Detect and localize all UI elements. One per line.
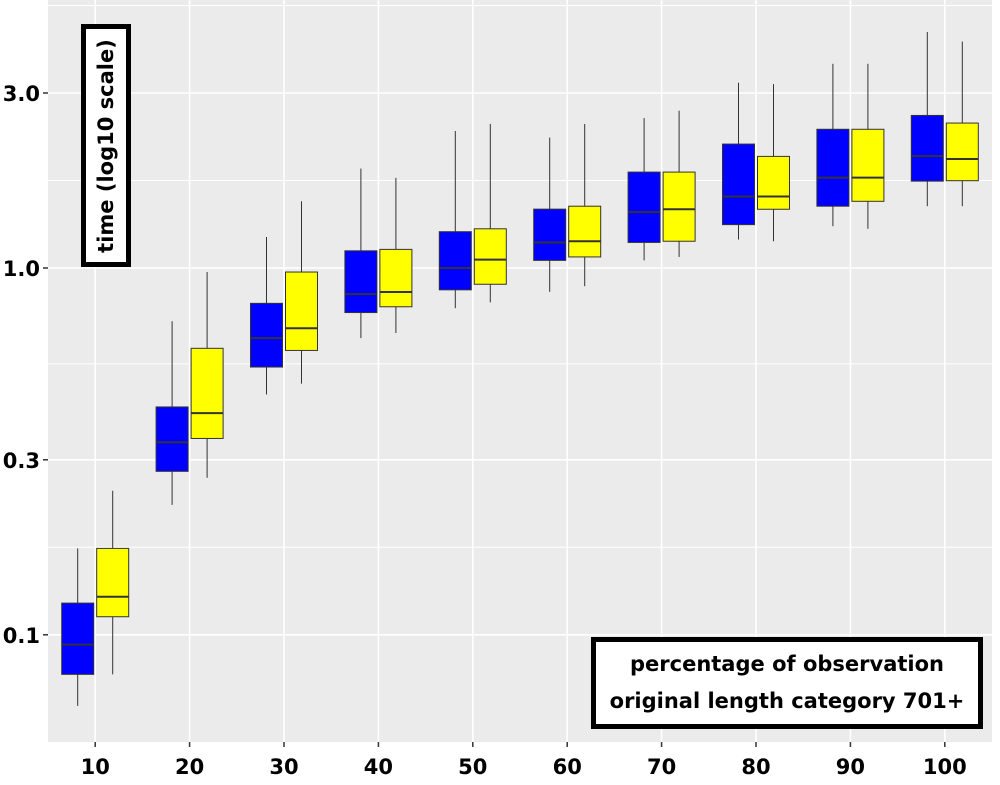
box-iqr [816,128,850,207]
x-axis-ticks: 10 20 30 40 50 60 70 80 90 100 [81,742,967,779]
x-tick-label: 80 [741,755,770,779]
y-tick-label: 0.1 [3,624,40,648]
annotation-box: percentage of observation original lengt… [591,637,983,729]
box-70-series-2 [662,110,696,257]
x-tick-label: 90 [836,755,865,779]
y-tick-label: 3.0 [3,82,40,106]
box-90-series-1 [816,63,850,227]
x-tick-label: 20 [175,755,204,779]
box-60-series-1 [533,137,567,292]
x-tick-label: 60 [553,755,582,779]
box-iqr [568,205,602,258]
box-iqr [379,248,413,308]
box-60-series-2 [568,123,602,287]
x-tick-label: 30 [269,755,298,779]
y-axis-label: time (log10 scale) [94,38,118,253]
box-iqr [910,114,944,182]
box-100-series-1 [910,31,944,207]
box-50-series-1 [438,130,472,309]
box-10-series-1 [61,548,95,706]
y-tick-label: 0.3 [3,449,40,473]
x-tick-label: 10 [81,755,110,779]
box-40-series-1 [344,168,378,339]
box-iqr [757,155,790,210]
box-iqr [285,271,318,351]
box-90-series-2 [851,63,885,229]
box-10-series-2 [96,490,130,675]
box-iqr [662,171,696,242]
box-iqr [533,208,567,261]
box-iqr [61,602,95,675]
box-iqr [851,128,885,202]
box-80-series-2 [757,84,790,242]
x-tick-label: 40 [364,755,393,779]
annotation-line-2: original length category 701+ [609,689,965,713]
box-50-series-2 [473,123,507,303]
box-iqr [945,122,979,182]
y-axis-ticks: 0.1 0.3 1.0 3.0 [3,82,48,648]
box-iqr [722,143,755,226]
box-70-series-1 [627,118,661,261]
y-axis-label-box: time (log10 scale) [81,24,131,267]
box-iqr [250,302,283,368]
box-iqr [473,228,507,285]
x-tick-label: 70 [647,755,676,779]
box-iqr [627,171,661,243]
annotation-line-1: percentage of observation [630,652,944,676]
box-80-series-1 [722,82,755,240]
box-iqr [155,406,189,472]
box-40-series-2 [379,177,413,333]
box-iqr [438,231,472,291]
box-100-series-2 [945,41,979,207]
box-iqr [96,547,130,618]
y-tick-label: 1.0 [3,257,40,281]
box-30-series-1 [250,236,283,395]
box-30-series-2 [285,201,318,384]
x-tick-label: 100 [923,755,967,779]
box-iqr [344,250,378,314]
x-tick-label: 50 [458,755,487,779]
box-20-series-1 [155,321,189,505]
box-20-series-2 [190,272,224,478]
box-iqr [190,347,224,439]
box-layer [61,31,979,706]
